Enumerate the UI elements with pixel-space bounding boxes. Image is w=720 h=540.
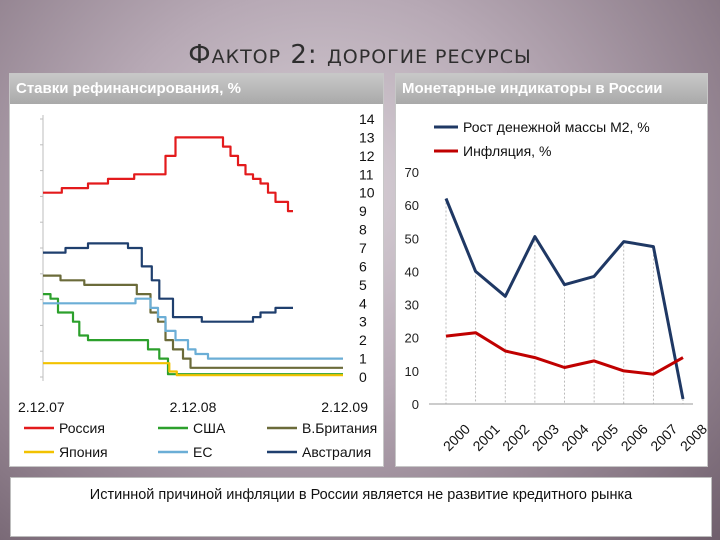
right-x-tick-label: 2003: [529, 421, 562, 454]
left-series-line-2: [43, 274, 343, 369]
title-initial: Ф: [188, 40, 212, 70]
right-x-tick-label: 2008: [677, 421, 707, 454]
left-y-tick-label: 4: [359, 295, 367, 311]
left-y-tick-label: 0: [359, 369, 367, 385]
left-legend-label-2: В.Британия: [302, 420, 377, 436]
left-x-tick-label: 2.12.09: [321, 399, 368, 415]
title-word-2: ДОРОГИЕ РЕСУРСЫ: [326, 46, 532, 68]
right-x-tick-label: 2002: [499, 421, 532, 454]
right-x-tick-label: 2006: [618, 421, 651, 454]
refinancing-rates-title: Ставки рефинансирования, %: [10, 74, 383, 104]
left-series-line-4: [43, 297, 343, 360]
left-series-line-5: [43, 242, 293, 323]
right-y-tick-label: 70: [405, 165, 419, 180]
left-y-tick-label: 11: [359, 166, 374, 182]
left-y-tick-label: 5: [359, 277, 367, 293]
left-x-tick-label: 2.12.08: [170, 399, 217, 415]
right-x-tick-label: 2004: [558, 421, 591, 454]
left-legend-label-4: ЕС: [193, 444, 212, 460]
left-legend-label-3: Япония: [59, 444, 108, 460]
left-legend-label-1: США: [193, 420, 226, 436]
right-x-tick-label: 2000: [440, 421, 473, 454]
monetary-indicators-panel: Монетарные индикаторы в России 0 10 20 30 40…: [395, 73, 708, 467]
left-y-tick-label: 14: [359, 111, 375, 127]
slide-title: ФАКТОР 2: ДОРОГИЕ РЕСУРСЫ: [0, 40, 720, 70]
left-y-tick-label: 12: [359, 148, 375, 164]
right-series-line-0: [444, 197, 685, 400]
left-y-tick-label: 10: [359, 185, 375, 201]
right-y-tick-label: 60: [405, 198, 419, 213]
refinancing-rates-panel: Ставки рефинансирования, % 0 1 2 3 4 5 6 7 8 9 10 1…: [9, 73, 384, 467]
left-y-tick-label: 9: [359, 203, 367, 219]
left-series-line-1: [43, 293, 343, 376]
left-y-tick-label: 3: [359, 314, 367, 330]
monetary-indicators-title: Монетарные индикаторы в России: [396, 74, 707, 104]
right-x-tick-label: 2007: [647, 421, 680, 454]
left-y-tick-label: 1: [359, 351, 367, 367]
right-y-tick-label: 40: [405, 264, 419, 279]
left-legend-label-5: Австралия: [302, 444, 371, 460]
title-word-1: АКТОР: [211, 46, 282, 68]
left-y-tick-label: 8: [359, 222, 367, 238]
right-legend-label-0: Рост денежной массы М2, %: [463, 119, 650, 135]
right-y-tick-label: 0: [412, 397, 419, 412]
left-y-tick-label: 2: [359, 332, 367, 348]
left-y-tick-label: 6: [359, 258, 367, 274]
right-series-line-1: [445, 331, 684, 376]
left-series-line-3: [43, 362, 343, 377]
left-y-tick-label: 13: [359, 129, 375, 145]
title-number: 2:: [290, 40, 318, 70]
right-y-tick-label: 20: [405, 331, 419, 346]
right-legend-label-1: Инфляция, %: [463, 143, 551, 159]
right-y-tick-label: 50: [405, 231, 419, 246]
right-y-tick-label: 30: [405, 298, 419, 313]
right-y-tick-label: 10: [405, 364, 419, 379]
right-x-tick-label: 2001: [469, 421, 502, 454]
left-series-line-0: [43, 136, 293, 213]
right-x-tick-label: 2005: [588, 421, 621, 454]
left-x-tick-label: 2.12.07: [18, 399, 65, 415]
monetary-indicators-chart: 0102030405060702000200120022003200420052…: [405, 119, 707, 454]
slide-caption: Истинной причиной инфляции в России явля…: [10, 477, 712, 537]
left-y-tick-label: 7: [359, 240, 367, 256]
left-legend-label-0: Россия: [59, 420, 105, 436]
